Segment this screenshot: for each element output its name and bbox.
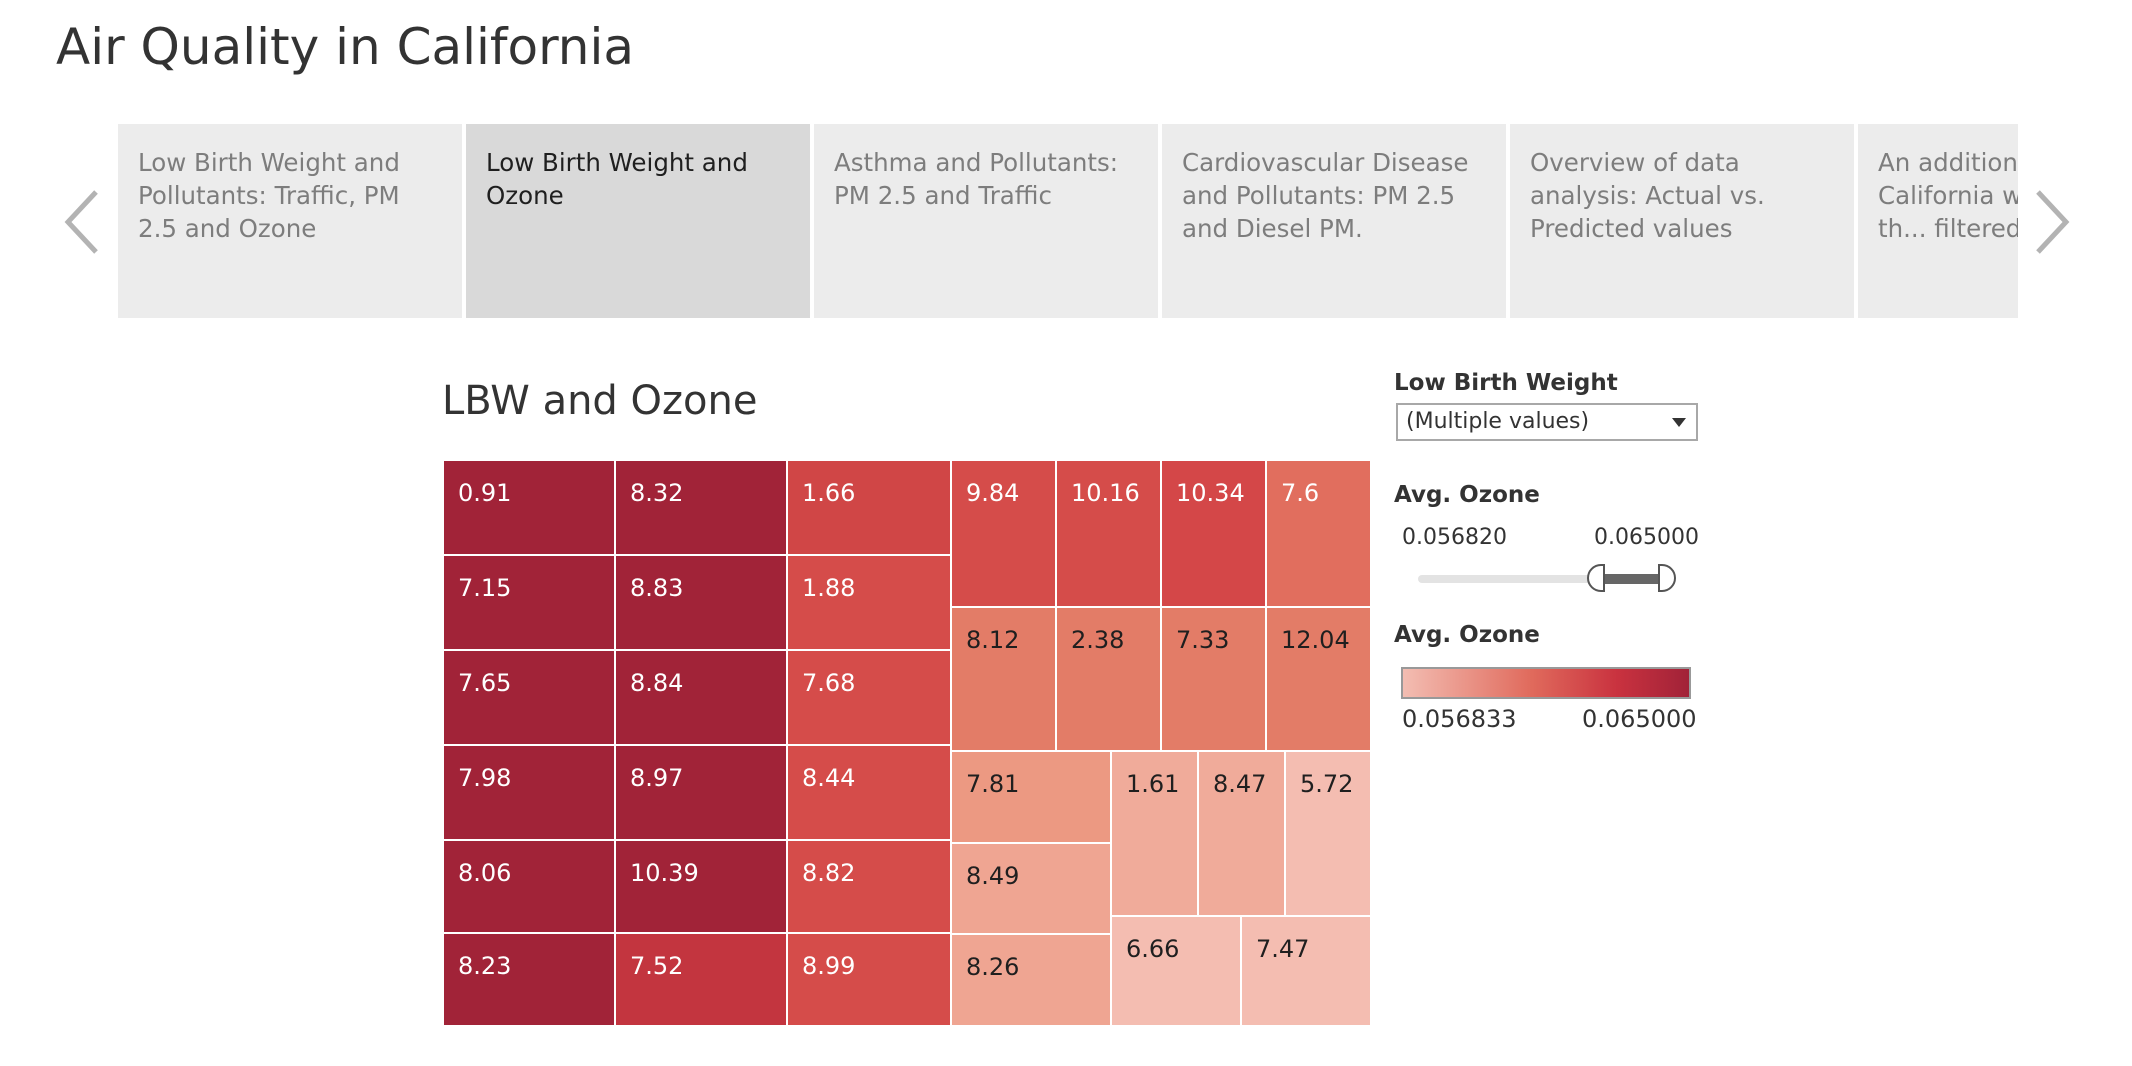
- ozone-range-min: 0.056820: [1402, 525, 1507, 550]
- treemap-cell[interactable]: [786, 460, 952, 556]
- dropdown-value: (Multiple values): [1406, 409, 1590, 434]
- story-point-3[interactable]: Asthma and Pollutants: PM 2.5 and Traffi…: [814, 124, 1158, 318]
- treemap-cell[interactable]: [443, 554, 616, 651]
- treemap-cell[interactable]: [614, 932, 788, 1026]
- treemap-cell-label: 7.15: [458, 574, 511, 602]
- treemap-cell[interactable]: [443, 649, 616, 746]
- story-point-4[interactable]: Cardiovascular Disease and Pollutants: P…: [1162, 124, 1506, 318]
- treemap-cell[interactable]: [1055, 460, 1162, 608]
- treemap-cell-label: 7.6: [1281, 479, 1319, 507]
- treemap-cell-label: 10.34: [1176, 479, 1245, 507]
- treemap-cell[interactable]: [1284, 750, 1371, 917]
- treemap-cell[interactable]: [1110, 750, 1199, 917]
- treemap-cell-label: 8.97: [630, 764, 683, 792]
- treemap-cell-label: 1.61: [1126, 770, 1179, 798]
- treemap-cell-label: 8.83: [630, 574, 683, 602]
- ozone-slider-track[interactable]: [1418, 575, 1674, 583]
- treemap-cell-label: 8.26: [966, 953, 1019, 981]
- ozone-slider-max-handle[interactable]: [1658, 564, 1676, 592]
- next-story-arrow-icon[interactable]: [2022, 184, 2082, 260]
- treemap-cell[interactable]: [614, 649, 788, 746]
- treemap-cell-label: 8.12: [966, 626, 1019, 654]
- story-point-1[interactable]: Low Birth Weight and Pollutants: Traffic…: [118, 124, 462, 318]
- chevron-down-icon: [1672, 418, 1686, 427]
- treemap-cell[interactable]: [950, 460, 1057, 608]
- viz-title: LBW and Ozone: [442, 378, 758, 424]
- treemap-cell-label: 10.16: [1071, 479, 1140, 507]
- treemap-cell[interactable]: [614, 554, 788, 651]
- treemap-cell[interactable]: [443, 744, 616, 841]
- treemap-cell-label: 1.66: [802, 479, 855, 507]
- treemap-cell[interactable]: [786, 554, 952, 651]
- story-point-2[interactable]: Low Birth Weight and Ozone: [466, 124, 810, 318]
- previous-story-arrow-icon[interactable]: [52, 184, 112, 260]
- legend-min: 0.056833: [1402, 705, 1517, 733]
- treemap-cell-label: 7.33: [1176, 626, 1229, 654]
- treemap-cell[interactable]: [1265, 606, 1371, 752]
- treemap-cell-label: 8.49: [966, 862, 1019, 890]
- treemap-cell-label: 8.99: [802, 952, 855, 980]
- treemap-cell-label: 8.32: [630, 479, 683, 507]
- treemap-cell[interactable]: [786, 932, 952, 1026]
- treemap-cell-label: 7.65: [458, 669, 511, 697]
- story-point-6[interactable]: An additional view of California w... me…: [1858, 124, 2018, 318]
- treemap-cell-label: 8.06: [458, 859, 511, 887]
- treemap-cell[interactable]: [1055, 606, 1162, 752]
- treemap-cell-label: 0.91: [458, 479, 511, 507]
- treemap-cell-label: 6.66: [1126, 935, 1179, 963]
- treemap-cell-label: 1.88: [802, 574, 855, 602]
- treemap-cell-label: 9.84: [966, 479, 1019, 507]
- treemap-cell-label: 8.47: [1213, 770, 1266, 798]
- ozone-range-max: 0.065000: [1594, 525, 1699, 550]
- treemap-cell[interactable]: [443, 839, 616, 934]
- ozone-slider-min-handle[interactable]: [1587, 564, 1605, 592]
- treemap-cell-label: 8.44: [802, 764, 855, 792]
- avg-ozone-filter-label: Avg. Ozone: [1394, 482, 1540, 508]
- treemap-cell[interactable]: [786, 744, 952, 841]
- treemap-cell-label: 7.98: [458, 764, 511, 792]
- treemap-cell-label: 7.81: [966, 770, 1019, 798]
- low-birth-weight-dropdown[interactable]: (Multiple values): [1396, 403, 1698, 441]
- treemap-cell[interactable]: [1265, 460, 1371, 608]
- treemap-cell-label: 8.82: [802, 859, 855, 887]
- story-point-5[interactable]: Overview of data analysis: Actual vs. Pr…: [1510, 124, 1854, 318]
- treemap-cell-label: 5.72: [1300, 770, 1353, 798]
- treemap-cell[interactable]: [950, 750, 1112, 844]
- color-legend-gradient: [1401, 667, 1691, 699]
- treemap-cell-label: 7.52: [630, 952, 683, 980]
- legend-title: Avg. Ozone: [1394, 622, 1540, 648]
- treemap-cell-label: 12.04: [1281, 626, 1350, 654]
- treemap-cell-label: 2.38: [1071, 626, 1124, 654]
- treemap-cell[interactable]: [786, 649, 952, 746]
- page-title: Air Quality in California: [56, 18, 635, 76]
- treemap-cell[interactable]: [1110, 915, 1242, 1026]
- legend-max: 0.065000: [1582, 705, 1697, 733]
- treemap-cell-label: 7.68: [802, 669, 855, 697]
- treemap-cell[interactable]: [443, 932, 616, 1026]
- treemap-cell-label: 8.23: [458, 952, 511, 980]
- treemap-cell[interactable]: [950, 606, 1057, 752]
- treemap-cell-label: 8.84: [630, 669, 683, 697]
- treemap-chart: 0.91 7.15 7.65 7.98 8.06 8.23 8.32 8.83 8.84 8.97…: [443, 460, 1371, 1026]
- treemap-cell[interactable]: [443, 460, 616, 556]
- treemap-cell[interactable]: [1160, 460, 1267, 608]
- ozone-slider-selected-range: [1598, 574, 1668, 584]
- treemap-cell[interactable]: [614, 460, 788, 556]
- treemap-cell-label: 10.39: [630, 859, 699, 887]
- treemap-cell[interactable]: [1197, 750, 1286, 917]
- treemap-cell[interactable]: [950, 933, 1112, 1026]
- low-birth-weight-filter-label: Low Birth Weight: [1394, 370, 1618, 396]
- story-navigator: Low Birth Weight and Pollutants: Traffic…: [118, 124, 2018, 318]
- treemap-cell[interactable]: [1160, 606, 1267, 752]
- treemap-cell-label: 7.47: [1256, 935, 1309, 963]
- treemap-cell[interactable]: [614, 744, 788, 841]
- treemap-cell[interactable]: [1240, 915, 1371, 1026]
